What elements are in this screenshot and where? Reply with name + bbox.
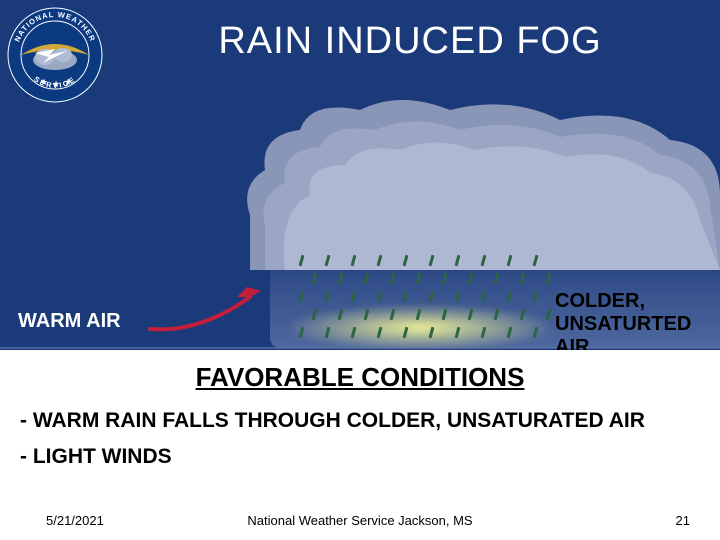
svg-text:★: ★ <box>52 79 60 89</box>
nws-logo: NATIONAL WEATHER SERVICE ★ ★ ★ <box>5 5 105 105</box>
conditions-heading: FAVORABLE CONDITIONS <box>20 362 700 393</box>
warm-air-label: WARM AIR <box>18 310 121 333</box>
svg-text:★: ★ <box>64 77 72 87</box>
colder-air-label: COLDER, UNSATURTED AIR <box>555 290 691 359</box>
bullet-1: - WARM RAIN FALLS THROUGH COLDER, UNSATU… <box>20 407 700 435</box>
cloud-shape <box>230 95 720 270</box>
colder-air-line1: COLDER, <box>555 290 691 313</box>
slide-title: RAIN INDUCED FOG <box>120 20 700 63</box>
conditions-panel: FAVORABLE CONDITIONS - WARM RAIN FALLS T… <box>0 350 720 540</box>
footer-page: 21 <box>676 513 690 528</box>
warm-air-arrow <box>145 285 275 335</box>
footer-center: National Weather Service Jackson, MS <box>0 513 720 528</box>
bullet-2: - LIGHT WINDS <box>20 443 700 471</box>
rain-dashes <box>300 255 560 345</box>
svg-text:★: ★ <box>40 77 48 87</box>
colder-air-line2: UNSATURTED <box>555 313 691 336</box>
diagram-area: WARM AIR COLDER, UNSATURTED AIR <box>0 95 720 350</box>
